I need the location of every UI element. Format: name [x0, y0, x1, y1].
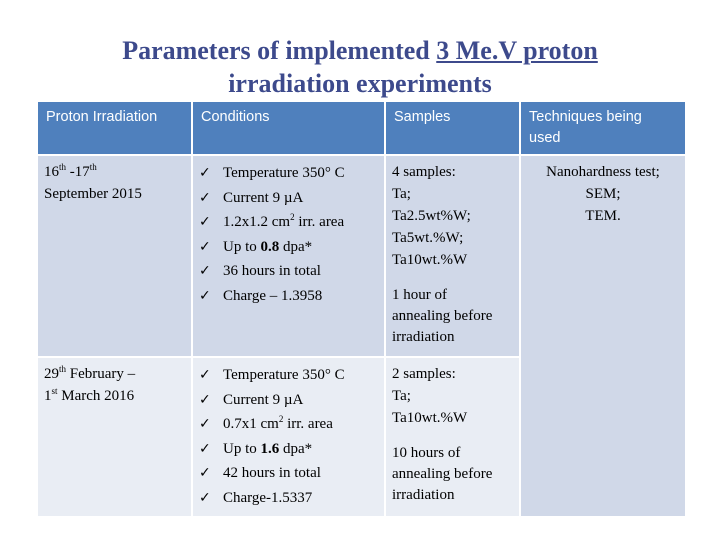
list-item: ✓ 1.2x1.2 cm2 irr. area: [199, 210, 378, 235]
list-item: ✓ Up to 1.6 dpa*: [199, 437, 378, 462]
list-item: ✓ 0.7x1 cm2 irr. area: [199, 412, 378, 437]
header-row: Proton Irradiation Conditions Samples Te…: [36, 100, 687, 156]
checkmark-icon: ✓: [199, 391, 211, 408]
checkmark-icon: ✓: [199, 214, 211, 230]
checkmark-icon: ✓: [199, 416, 211, 432]
table-row: 29th February – 1st March 2016 ✓ Temperat…: [36, 356, 686, 518]
checkmark-icon: ✓: [199, 263, 211, 279]
checkmark-icon: ✓: [199, 189, 211, 206]
conditions-cell: ✓ Temperature 350° C ✓ Current 9 µA ✓ 1.2x1…: [191, 154, 386, 358]
title-part2: 3 Me.V proton: [436, 36, 598, 65]
checkmark-icon: ✓: [199, 465, 211, 481]
list-item: ✓ 36 hours in total: [199, 259, 378, 284]
annealing-note: 10 hours of annealing before irradiation: [392, 445, 493, 503]
list-item: ✓ 42 hours in total: [199, 461, 378, 486]
table-row: 16th -17th September 2015 ✓ Temperature 3…: [36, 154, 687, 518]
annealing-note: 1 hour of annealing before irradiation: [392, 287, 493, 345]
checkmark-icon: ✓: [199, 238, 211, 255]
samples-list: 2 samples: Ta; Ta10wt.%W: [392, 366, 468, 426]
checkmark-icon: ✓: [199, 440, 211, 457]
list-item: ✓ Up to 0.8 dpa*: [199, 235, 378, 260]
samples-cell: 2 samples: Ta; Ta10wt.%W 10 hours of ann…: [384, 356, 521, 518]
checkmark-icon: ✓: [199, 287, 211, 304]
title-line2: irradiation experiments: [228, 69, 492, 98]
list-item: ✓ Temperature 350° C: [199, 161, 378, 186]
conditions-list: ✓ Temperature 350° C ✓ Current 9 µA ✓ 1.2x1…: [199, 161, 378, 308]
list-item: ✓ Temperature 350° C: [199, 363, 378, 388]
samples-cell: 4 samples: Ta; Ta2.5wt%W; Ta5wt.%W; Ta10…: [384, 154, 521, 358]
list-item: ✓ Charge – 1.3958: [199, 284, 378, 309]
slide-title: Parameters of implemented 3 Me.V proton …: [0, 34, 720, 100]
date-cell: 16th -17th September 2015: [36, 154, 193, 358]
samples-list: 4 samples: Ta; Ta2.5wt%W; Ta5wt.%W; Ta10…: [392, 164, 471, 268]
checkmark-icon: ✓: [199, 489, 211, 506]
list-item: ✓ Charge-1.5337: [199, 486, 378, 511]
checkmark-icon: ✓: [199, 367, 211, 383]
header-techniques: Techniques being used: [519, 100, 687, 156]
parameters-table: Proton Irradiation Conditions Samples Te…: [36, 100, 687, 518]
list-item: ✓ Current 9 µA: [199, 186, 378, 211]
conditions-cell: ✓ Temperature 350° C ✓ Current 9 µA ✓ 0.7x1…: [191, 356, 386, 518]
checkmark-icon: ✓: [199, 165, 211, 181]
date-cell: 29th February – 1st March 2016: [36, 356, 193, 518]
header-conditions: Conditions: [191, 100, 386, 156]
header-proton-irradiation: Proton Irradiation: [36, 100, 193, 156]
techniques-cell: Nanohardness test; SEM; TEM.: [519, 154, 687, 518]
conditions-list: ✓ Temperature 350° C ✓ Current 9 µA ✓ 0.7x1…: [199, 363, 378, 510]
header-samples: Samples: [384, 100, 521, 156]
list-item: ✓ Current 9 µA: [199, 388, 378, 413]
title-part1: Parameters of implemented: [122, 36, 430, 65]
